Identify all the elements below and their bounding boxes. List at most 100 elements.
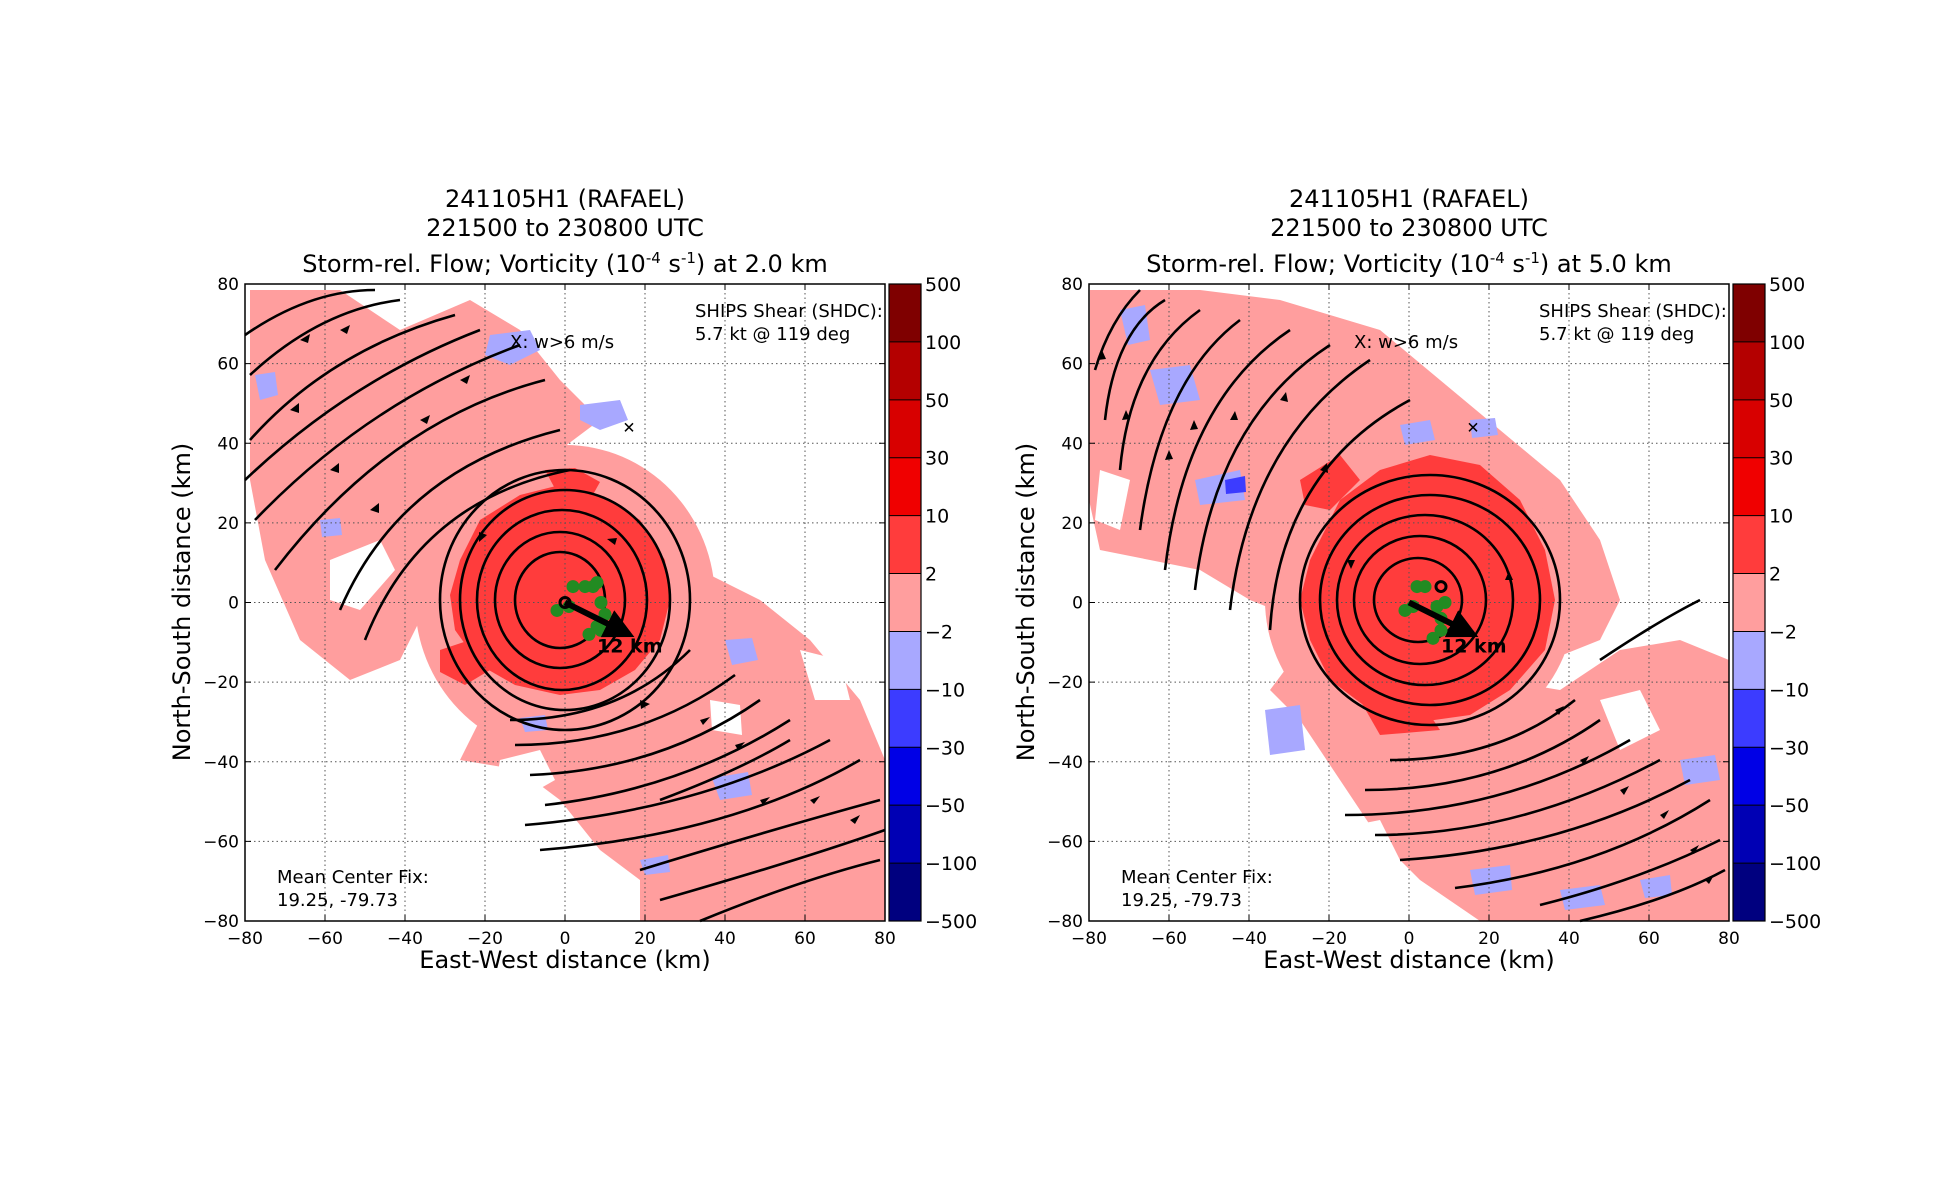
chart-title-line1: 241105H1 (RAFAEL) (445, 185, 685, 213)
colorbar-segment (889, 399, 921, 458)
x-tick-label: −80 (227, 929, 263, 949)
motion-vector-label: 12 km (1441, 635, 1507, 657)
shear-text-line1: SHIPS Shear (SHDC): (1539, 301, 1727, 322)
x-tick-label: −60 (1151, 929, 1187, 949)
colorbar-segment (1733, 863, 1765, 921)
colorbar-segment (889, 515, 921, 574)
streamlines (1093, 289, 1726, 923)
chart-title-line1: 241105H1 (RAFAEL) (1289, 185, 1529, 213)
colorbar-segment (1733, 747, 1765, 806)
y-tick-label: −80 (203, 912, 239, 932)
x-ticks: −80 −60 −40 −20 0 20 40 60 80 (1071, 284, 1740, 949)
colorbar-segment (1733, 341, 1765, 400)
colorbar-segment (889, 341, 921, 400)
x-axis-label: East-West distance (km) (1263, 946, 1554, 974)
colorbar-tick-label: 10 (1769, 506, 1793, 528)
colorbar-segment (1733, 284, 1765, 342)
center-fix-label: Mean Center Fix: (277, 867, 429, 888)
colorbar-tick-label: −500 (925, 911, 977, 933)
colorbar-segment (889, 573, 921, 632)
colorbar-tick-label: −100 (925, 853, 977, 875)
y-tick-label: 20 (217, 514, 239, 534)
colorbar-segment (889, 284, 921, 342)
center-fix-point (582, 627, 596, 641)
center-marker (558, 596, 572, 609)
center-fix-value: 19.25, -79.73 (1121, 890, 1242, 911)
chart-title-line2: 221500 to 230800 UTC (426, 214, 704, 242)
x-ticks: −80 −60 −40 −20 0 20 40 60 80 (227, 284, 896, 949)
updraft-legend: X: w>6 m/s (510, 332, 614, 353)
x-tick-label: 40 (1558, 929, 1580, 949)
y-tick-label: −60 (1047, 832, 1083, 852)
y-tick-label: 40 (1061, 434, 1083, 454)
streamline-arrows (1098, 350, 1714, 884)
colorbar-segment (889, 457, 921, 516)
x-tick-label: −80 (1071, 929, 1107, 949)
x-tick-label: 60 (794, 929, 816, 949)
x-tick-label: 0 (560, 929, 571, 949)
x-tick-label: 20 (1478, 929, 1500, 949)
updraft-marker (1468, 422, 1478, 432)
y-axis-label: North-South distance (km) (1012, 443, 1040, 762)
center-fix-point (590, 576, 604, 590)
colorbar-tick-label: −10 (1769, 679, 1809, 701)
storm-motion-vector (1407, 599, 1479, 638)
y-tick-label: −20 (1047, 673, 1083, 693)
colorbar-tick-label: −30 (1769, 737, 1809, 759)
colorbar-tick-label: 100 (925, 332, 961, 354)
center-fix-value: 19.25, -79.73 (277, 890, 398, 911)
center-fix-point (1418, 580, 1432, 594)
vorticity-field (1089, 290, 1729, 921)
center-marker (1434, 580, 1448, 594)
panel-2km: 241105H1 (RAFAEL) 221500 to 230800 UTC S… (168, 185, 977, 974)
center-fix-point (1434, 623, 1448, 637)
shear-text-line2: 5.7 kt @ 119 deg (1539, 324, 1694, 345)
colorbar-segment (1733, 399, 1765, 458)
colorbar-segment (1733, 573, 1765, 632)
x-tick-label: 60 (1638, 929, 1660, 949)
shear-text-line2: 5.7 kt @ 119 deg (695, 324, 850, 345)
colorbar-tick-label: −100 (1769, 853, 1821, 875)
colorbar: 500 100 50 30 10 2 −2 −10 −30 −50 −100 −500 (888, 274, 977, 933)
y-tick-label: −40 (203, 753, 239, 773)
y-ticks: 80 60 40 20 0 −20 −40 −60 −80 (203, 275, 885, 932)
x-tick-label: 40 (714, 929, 736, 949)
x-tick-label: −20 (467, 929, 503, 949)
colorbar-tick-label: 50 (925, 390, 949, 412)
y-tick-label: 0 (228, 594, 239, 614)
colorbar-tick-label: −500 (1769, 911, 1821, 933)
colorbar-tick-label: 50 (1769, 390, 1793, 412)
y-tick-label: −80 (1047, 912, 1083, 932)
colorbar-tick-label: −30 (925, 737, 965, 759)
colorbar-tick-label: −2 (1769, 621, 1797, 643)
colorbar-tick-label: 10 (925, 506, 949, 528)
chart-title-line3: Storm-rel. Flow; Vorticity (10-4 s-1) at… (1146, 249, 1671, 278)
panel-5km: 241105H1 (RAFAEL) 221500 to 230800 UTC S… (1012, 185, 1821, 974)
colorbar-tick-label: 2 (1769, 564, 1781, 586)
colorbar-tick-label: −50 (925, 795, 965, 817)
y-tick-label: 60 (1061, 355, 1083, 375)
colorbar-tick-label: 30 (1769, 448, 1793, 470)
colorbar-tick-label: 500 (925, 274, 961, 296)
colorbar-segment (889, 863, 921, 921)
y-tick-label: 40 (217, 434, 239, 454)
y-tick-label: −40 (1047, 753, 1083, 773)
x-tick-label: 80 (874, 929, 896, 949)
plot-area: 12 km (244, 283, 886, 923)
y-tick-label: 0 (1072, 594, 1083, 614)
colorbar-segment (889, 805, 921, 864)
colorbar-segment (1733, 631, 1765, 690)
center-fix-point (1426, 631, 1440, 645)
y-tick-label: −60 (203, 832, 239, 852)
y-tick-label: 80 (217, 275, 239, 295)
colorbar-tick-label: 2 (925, 564, 937, 586)
y-tick-label: 80 (1061, 275, 1083, 295)
center-fix-point (550, 603, 564, 617)
streamline-arrows (290, 325, 860, 824)
chart-title-line2: 221500 to 230800 UTC (1270, 214, 1548, 242)
x-tick-label: 0 (1404, 929, 1415, 949)
colorbar-segment (889, 631, 921, 690)
colorbar-tick-label: 30 (925, 448, 949, 470)
chart-title-line3: Storm-rel. Flow; Vorticity (10-4 s-1) at… (302, 249, 827, 278)
